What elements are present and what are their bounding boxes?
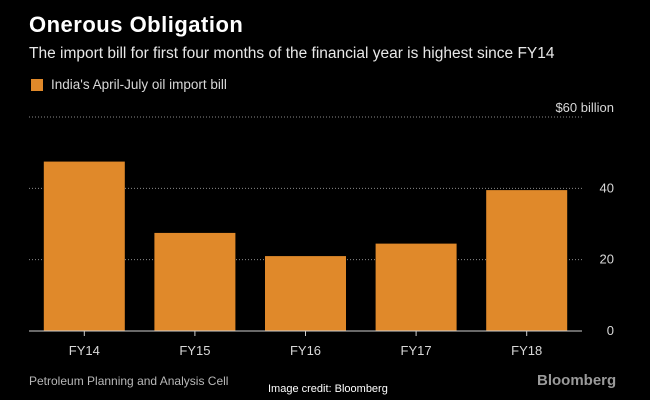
source-note: Petroleum Planning and Analysis Cell <box>29 374 229 388</box>
legend: India's April-July oil import bill <box>31 77 227 92</box>
x-tick-label: FY17 <box>401 343 432 358</box>
bar-fy14 <box>43 161 125 331</box>
image-credit: Image credit: Bloomberg <box>266 383 390 395</box>
bar-fy17 <box>375 243 457 331</box>
bar-fy16 <box>265 256 346 331</box>
chart-title: Onerous Obligation <box>29 12 244 37</box>
legend-swatch <box>31 78 43 91</box>
bloomberg-logo: Bloomberg <box>537 372 617 389</box>
x-tick-label: FY14 <box>69 343 100 358</box>
y-tick-label: $60 billion <box>555 100 614 115</box>
bar-fy18 <box>486 190 568 331</box>
x-tick-label: FY16 <box>290 343 321 358</box>
x-tick-label: FY18 <box>511 343 542 358</box>
x-tick-label: FY15 <box>179 343 210 358</box>
y-tick-label: 20 <box>600 252 614 267</box>
legend-label: India's April-July oil import bill <box>51 77 227 92</box>
y-tick-label: 40 <box>600 180 614 195</box>
y-tick-label: 0 <box>607 323 614 338</box>
chart-subtitle: The import bill for first four months of… <box>29 45 555 62</box>
bar-fy15 <box>154 232 236 331</box>
